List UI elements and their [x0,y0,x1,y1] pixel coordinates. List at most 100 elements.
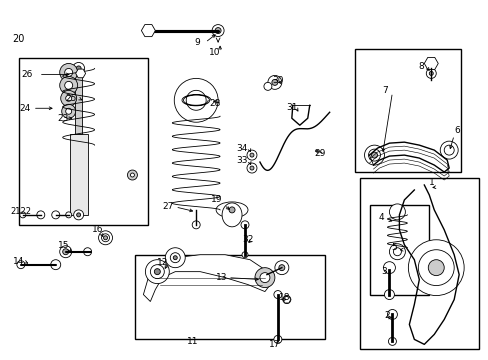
Bar [359,178,478,349]
Text: 18: 18 [279,293,290,302]
Circle shape [249,166,253,170]
Circle shape [273,291,281,298]
Circle shape [61,90,77,106]
Circle shape [388,244,405,260]
Ellipse shape [216,202,247,218]
Circle shape [426,68,435,78]
Bar [69,134,87,215]
Circle shape [254,268,274,288]
Circle shape [246,150,256,160]
Text: 11: 11 [187,337,199,346]
Text: 33: 33 [236,156,247,165]
Circle shape [150,265,164,279]
Polygon shape [141,24,155,37]
Text: 13: 13 [216,273,227,282]
Polygon shape [424,57,437,69]
Text: 12: 12 [156,258,168,267]
Circle shape [228,207,235,213]
Circle shape [443,145,453,155]
Circle shape [368,149,380,161]
Circle shape [241,221,248,229]
Text: 20: 20 [13,33,25,44]
Circle shape [264,82,271,90]
Circle shape [64,81,73,89]
Text: 26: 26 [21,70,33,79]
Circle shape [73,62,84,75]
Circle shape [83,248,91,256]
Circle shape [388,204,405,220]
Bar [354,49,460,172]
Circle shape [282,296,290,303]
Bar [369,205,428,294]
Circle shape [130,173,134,177]
Circle shape [371,152,377,158]
Text: 2122: 2122 [10,207,31,216]
Bar [75,68,82,134]
Circle shape [127,170,137,180]
Circle shape [52,211,60,219]
Text: 28: 28 [209,99,221,108]
Circle shape [417,250,453,285]
Circle shape [439,141,457,159]
Circle shape [154,269,160,275]
Circle shape [428,71,432,75]
Text: 8: 8 [418,62,423,71]
Circle shape [77,213,81,217]
Circle shape [76,66,81,71]
Circle shape [102,234,109,242]
Text: 25: 25 [65,94,76,103]
Text: 9: 9 [194,38,200,47]
Text: 29: 29 [313,149,325,158]
Circle shape [60,76,78,94]
Circle shape [62,249,68,255]
Circle shape [383,262,395,274]
Text: 23: 23 [57,114,68,123]
Text: 6: 6 [453,126,459,135]
Text: 3: 3 [381,267,386,276]
Circle shape [60,246,72,258]
Circle shape [192,221,200,229]
Circle shape [384,289,394,300]
Text: 5: 5 [391,243,396,252]
Circle shape [246,163,256,173]
Circle shape [273,336,281,343]
Circle shape [144,27,152,35]
Circle shape [364,145,384,165]
Circle shape [165,248,185,268]
Circle shape [65,95,72,101]
Text: 32: 32 [242,235,253,244]
Circle shape [173,256,177,260]
Circle shape [387,337,396,345]
Text: 34: 34 [236,144,247,153]
Text: 1: 1 [428,179,434,188]
Circle shape [274,261,288,275]
Text: 30: 30 [271,76,283,85]
Polygon shape [282,296,290,303]
Text: 16: 16 [92,225,103,234]
Text: 2: 2 [384,311,389,320]
Text: 19: 19 [211,195,223,204]
Circle shape [37,211,45,219]
Text: 24: 24 [19,104,30,113]
Circle shape [74,210,83,220]
Circle shape [407,240,463,296]
Text: 7: 7 [382,86,387,95]
Text: 15: 15 [58,241,69,250]
Circle shape [427,260,443,276]
Polygon shape [143,255,271,302]
Circle shape [393,248,401,256]
Circle shape [267,75,281,89]
Circle shape [103,236,107,240]
Ellipse shape [222,203,242,227]
Text: 17: 17 [268,340,280,349]
Circle shape [61,104,76,118]
Circle shape [249,153,253,157]
Circle shape [17,261,25,269]
Circle shape [145,260,169,284]
Circle shape [260,273,269,283]
Circle shape [186,90,206,110]
Circle shape [65,108,72,114]
Circle shape [212,24,224,37]
Text: 14: 14 [13,257,24,266]
Circle shape [65,212,72,218]
